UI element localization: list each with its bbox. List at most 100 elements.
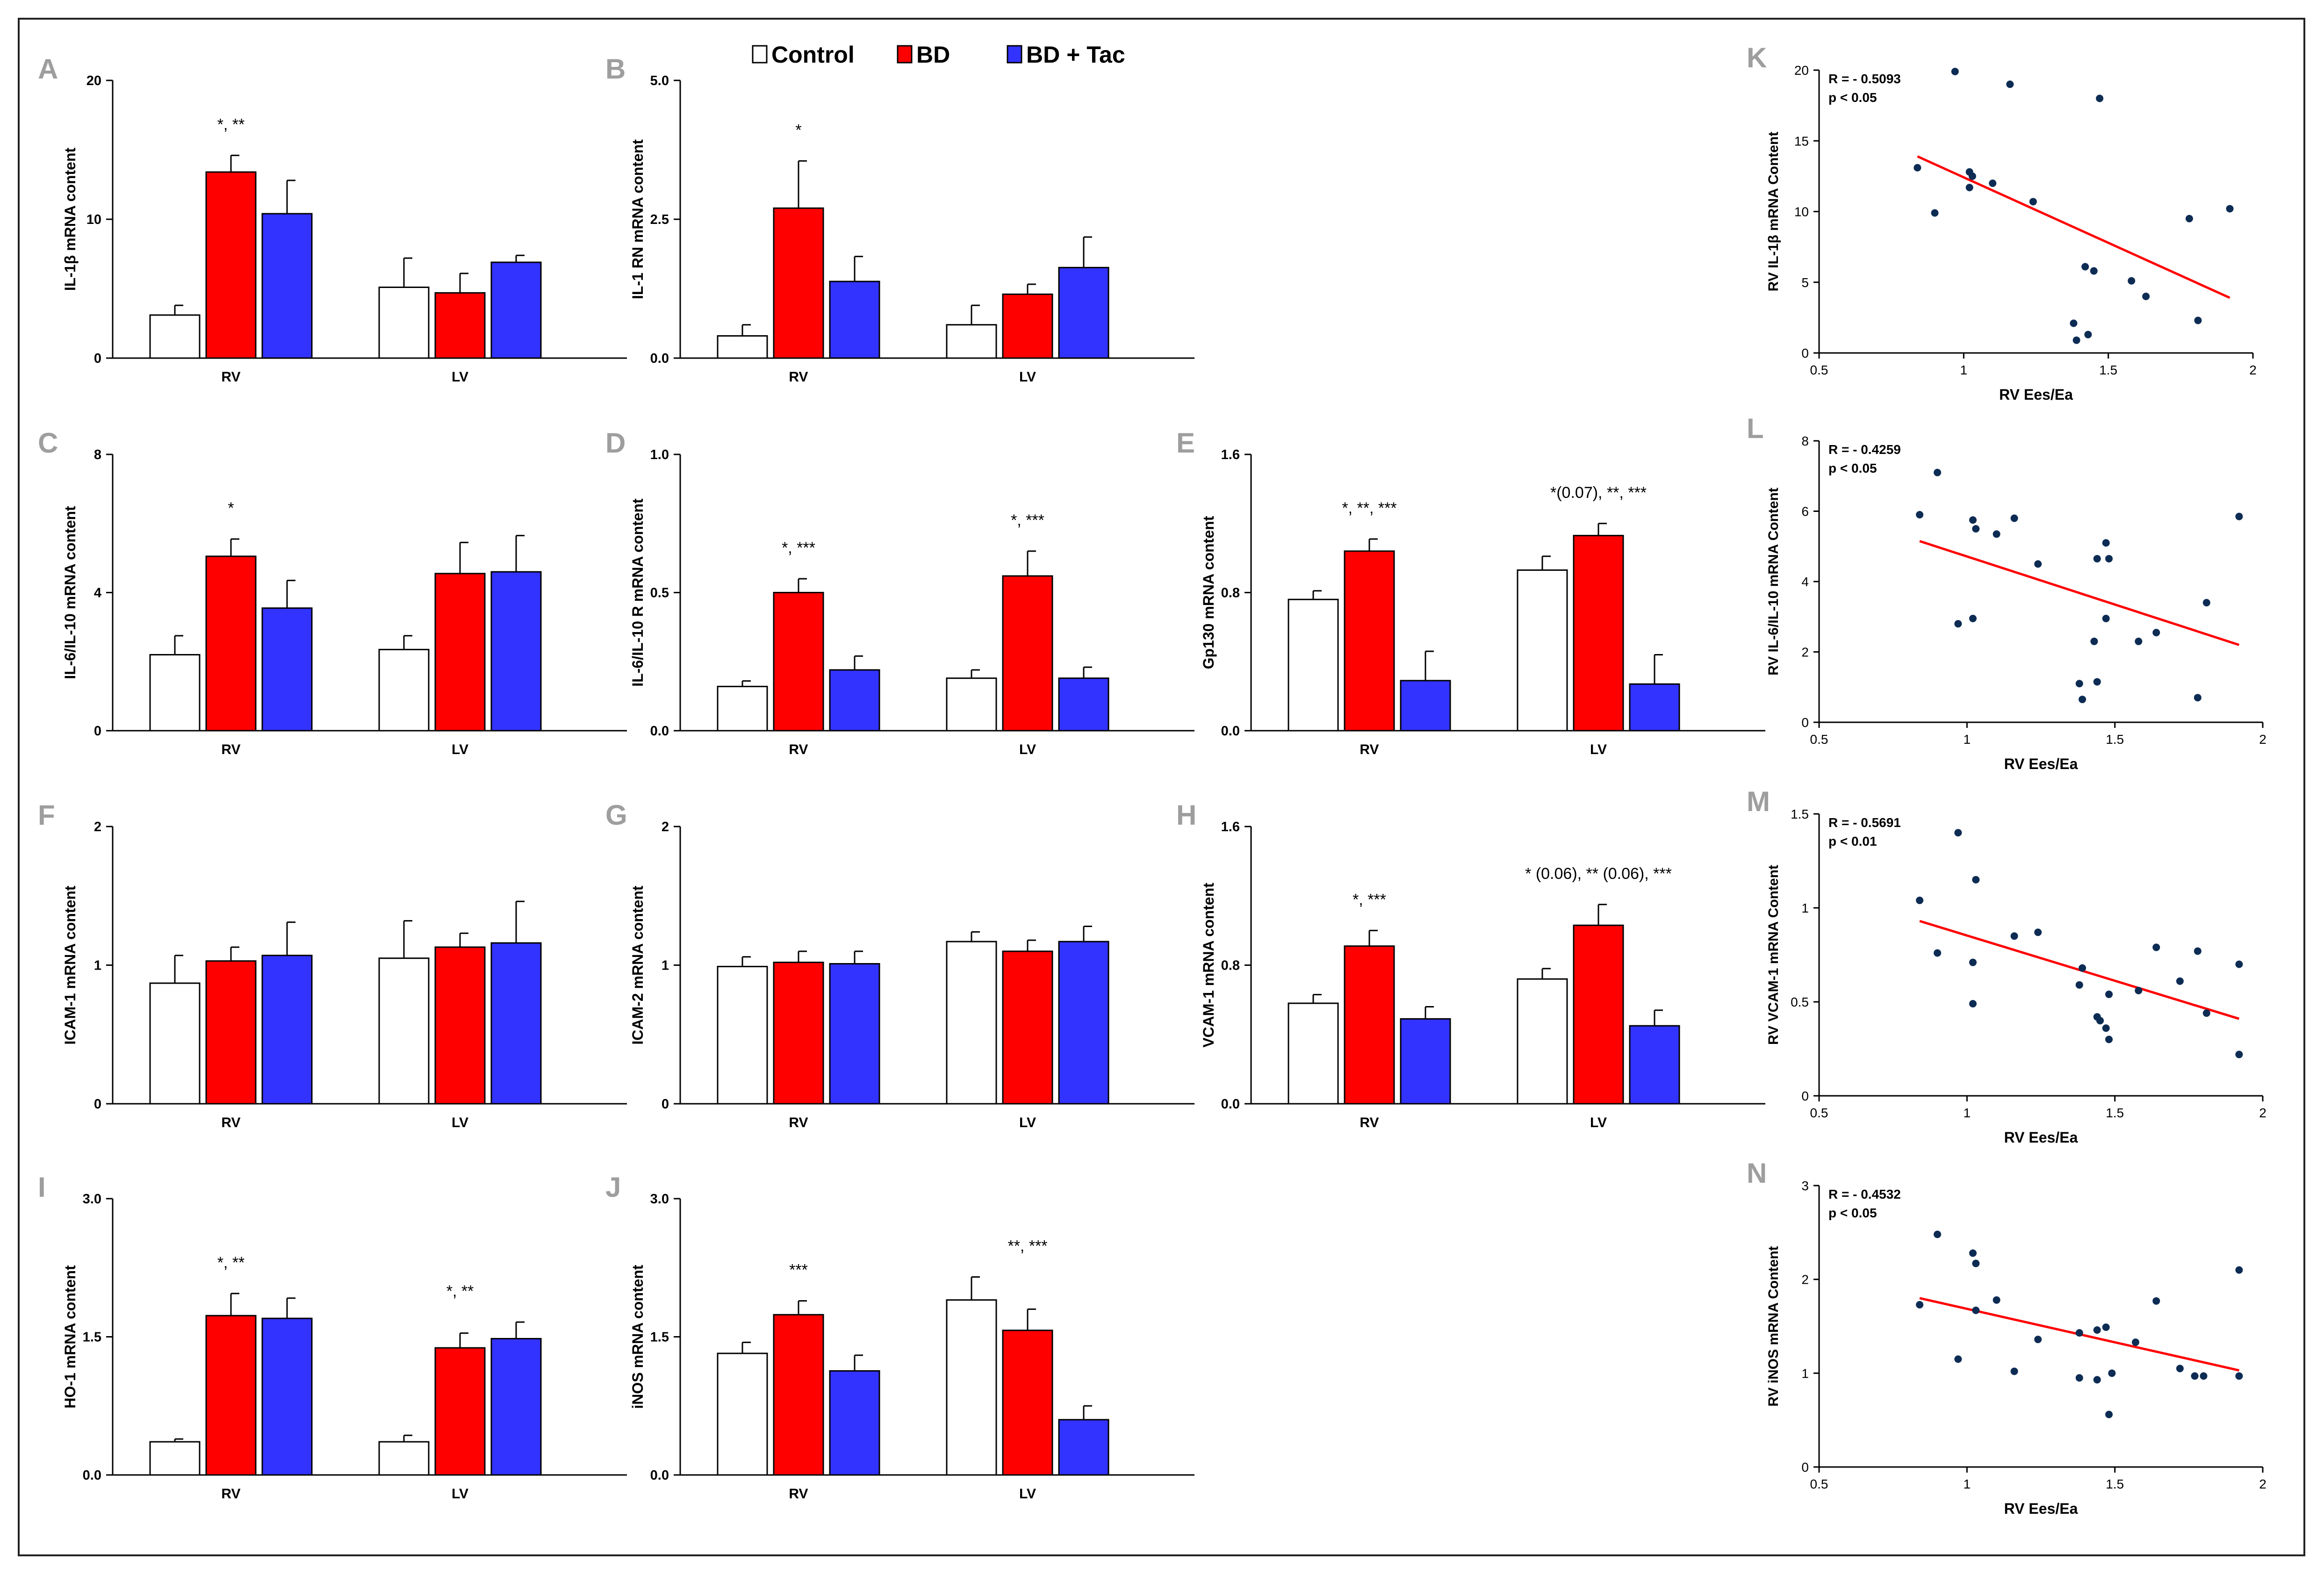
data-point	[2202, 599, 2210, 607]
data-point	[2093, 1376, 2101, 1384]
x-tick-label: 2	[2249, 363, 2257, 377]
category-label: RV	[789, 369, 808, 385]
bar-control-rv	[149, 654, 201, 732]
bar-bd-rv	[205, 960, 257, 1105]
y-tick-label: 0	[94, 351, 101, 366]
y-axis-label: ICAM-1 mRNA content	[62, 885, 79, 1044]
x-tick-label: 1	[1964, 732, 1971, 747]
bar-control-rv	[149, 982, 201, 1105]
category-label: LV	[452, 1486, 468, 1502]
significance-label: *, ***	[782, 539, 815, 557]
x-tick-label: 0.5	[1810, 1106, 1828, 1120]
data-point	[2142, 293, 2150, 300]
data-point	[1934, 949, 1942, 957]
bar-tac-rv	[261, 955, 313, 1105]
panel-letter: I	[38, 1172, 46, 1203]
data-point	[2093, 678, 2101, 686]
panel-letter: E	[1176, 427, 1195, 459]
x-axis-label: RV Ees/Ea	[2004, 1500, 2078, 1517]
x-tick-label: 1.5	[2106, 1477, 2124, 1491]
data-point	[1965, 184, 1973, 192]
bar-bd-lv	[434, 1347, 486, 1476]
stats-label: p < 0.01	[1828, 834, 1877, 849]
bar-bd-rv	[773, 962, 824, 1105]
bar-control-lv	[1517, 569, 1568, 732]
stats-label: p < 0.05	[1828, 1206, 1877, 1220]
data-point	[1954, 620, 1962, 628]
y-tick-label: 8	[94, 447, 101, 462]
y-tick-label: 0	[94, 724, 101, 739]
stats-label: R = - 0.5093	[1828, 72, 1901, 86]
data-point	[1993, 530, 2000, 538]
panel-B: B 0.0 2.5 5.0 IL-1 RN mRNA content RV * LV	[605, 53, 1194, 385]
data-point	[2185, 215, 2193, 223]
y-tick-label: 0	[94, 1097, 101, 1112]
bar-control-rv	[717, 335, 768, 359]
stats-label: p < 0.05	[1828, 461, 1877, 475]
y-tick-label: 1	[1801, 1366, 1809, 1381]
category-label: LV	[1590, 742, 1607, 757]
data-point	[2034, 1336, 2042, 1344]
y-tick-label: 0.0	[650, 724, 669, 739]
category-label: RV	[789, 1486, 808, 1502]
y-tick-label: 0.0	[1221, 1097, 1240, 1112]
data-point	[2131, 1338, 2139, 1346]
bar-bd-rv	[773, 1314, 824, 1476]
bar-tac-rv	[261, 1317, 313, 1476]
category-label: RV	[1360, 1115, 1379, 1130]
x-tick-label: 2	[2259, 1477, 2266, 1491]
x-tick-label: 1.5	[2106, 732, 2124, 747]
y-axis-label: IL-6/IL-10 mRNA content	[62, 506, 79, 679]
y-tick-label: 1.5	[650, 1330, 669, 1345]
category-label: RV	[789, 742, 808, 757]
bar-control-lv	[378, 1441, 430, 1476]
bar-tac-lv	[490, 571, 542, 732]
significance-label: *, **	[217, 1254, 245, 1272]
data-point	[2081, 263, 2089, 271]
y-tick-label: 0.5	[1791, 995, 1809, 1009]
y-tick-label: 0.0	[650, 1468, 669, 1483]
x-tick-label: 1	[1960, 363, 1968, 377]
significance-label: *, **, ***	[1342, 499, 1396, 517]
panel-letter: M	[1747, 786, 1770, 817]
panel-M: M00.511.50.5 1 1.5 2RV VCAM-1 mRNA ContentR…	[1747, 786, 2266, 1146]
category-label: LV	[452, 369, 468, 385]
data-point	[1968, 172, 1976, 180]
y-tick-label: 0	[1801, 346, 1809, 360]
data-point	[2034, 928, 2042, 936]
data-point	[1969, 1249, 1977, 1257]
significance-label: *	[228, 499, 234, 517]
bar-control-rv	[1288, 598, 1339, 732]
data-point	[2176, 1365, 2184, 1373]
bar-control-lv	[946, 1299, 997, 1476]
data-point	[2152, 1297, 2160, 1305]
category-label: LV	[1019, 1486, 1036, 1502]
data-point	[2194, 694, 2202, 702]
y-axis-label: RV IL-6/IL-10 mRNA Content	[1766, 488, 1781, 676]
data-point	[2079, 964, 2087, 972]
bar-tac-rv	[829, 280, 880, 359]
panel-letter: C	[38, 427, 58, 459]
bar-tac-lv	[1058, 1419, 1109, 1476]
data-point	[2096, 94, 2104, 102]
bar-control-lv	[378, 957, 430, 1105]
data-point	[1934, 1230, 1942, 1238]
data-point	[2075, 680, 2083, 688]
panel-letter: K	[1747, 42, 1767, 73]
bar-bd-lv	[1573, 535, 1624, 732]
panel-letter: F	[38, 799, 55, 831]
y-tick-label: 4	[1801, 575, 1809, 589]
legend-label-1: BD	[916, 42, 950, 68]
y-tick-label: 10	[1794, 205, 1809, 219]
data-point	[2235, 960, 2243, 968]
data-point	[1972, 876, 1980, 884]
category-label: LV	[452, 1115, 468, 1130]
data-point	[1972, 525, 1980, 533]
panel-H: H 0.0 0.8 1.6 VCAM-1 mRNA content RV *, *** LV *…	[1176, 799, 1765, 1130]
y-tick-label: 0	[1801, 1089, 1809, 1103]
x-axis-label: RV Ees/Ea	[2004, 1129, 2078, 1146]
data-point	[2128, 277, 2136, 285]
category-label: RV	[789, 1115, 808, 1130]
significance-label: *, **	[446, 1282, 474, 1300]
